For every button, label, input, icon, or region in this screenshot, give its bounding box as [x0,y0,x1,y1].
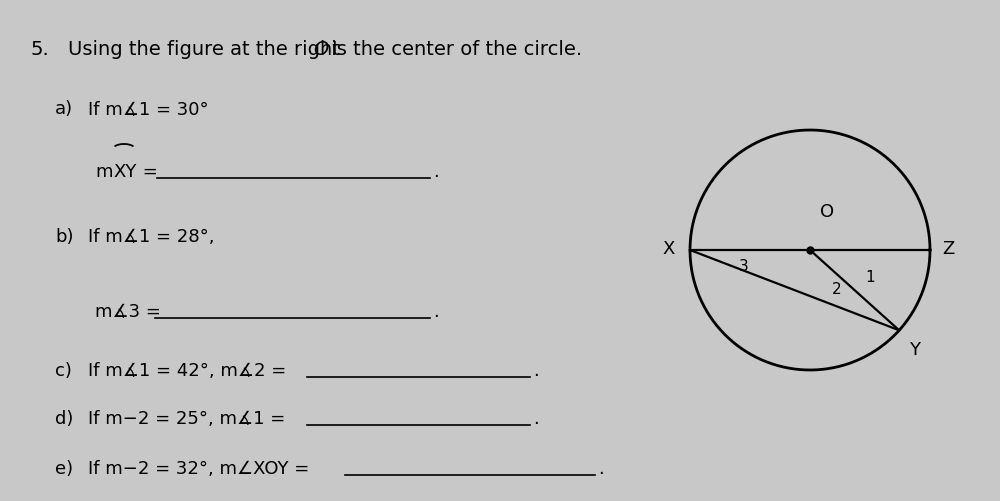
Text: 1: 1 [865,270,875,285]
Text: m: m [95,163,112,181]
Text: a): a) [55,100,73,118]
Text: If m∡1 = 28°,: If m∡1 = 28°, [88,227,214,245]
Text: 2: 2 [832,282,841,296]
Text: .: . [533,361,539,379]
Text: is the center of the circle.: is the center of the circle. [325,40,582,59]
Text: 5.: 5. [30,40,49,59]
Text: c): c) [55,361,72,379]
Text: .: . [433,163,439,181]
Text: If m∡1 = 42°, m∡2 =: If m∡1 = 42°, m∡2 = [88,361,286,379]
Text: XY: XY [113,163,136,181]
Text: Z: Z [942,239,954,257]
Text: 3: 3 [739,259,749,274]
Text: If m−2 = 25°, m∡1 =: If m−2 = 25°, m∡1 = [88,409,285,427]
Text: .: . [598,459,604,477]
Text: b): b) [55,227,74,245]
Text: .: . [433,303,439,320]
Text: O: O [313,40,328,59]
Text: If m∡1 = 30°: If m∡1 = 30° [88,100,209,118]
Text: Using the figure at the right: Using the figure at the right [68,40,346,59]
Text: =: = [137,163,158,181]
Text: e): e) [55,459,73,477]
Text: m∡3 =: m∡3 = [95,303,161,320]
Text: If m−2 = 32°, m∠XOY =: If m−2 = 32°, m∠XOY = [88,459,309,477]
Text: d): d) [55,409,73,427]
Text: Y: Y [909,340,920,358]
Text: .: . [533,409,539,427]
Text: X: X [662,239,675,257]
Text: O: O [820,202,834,220]
